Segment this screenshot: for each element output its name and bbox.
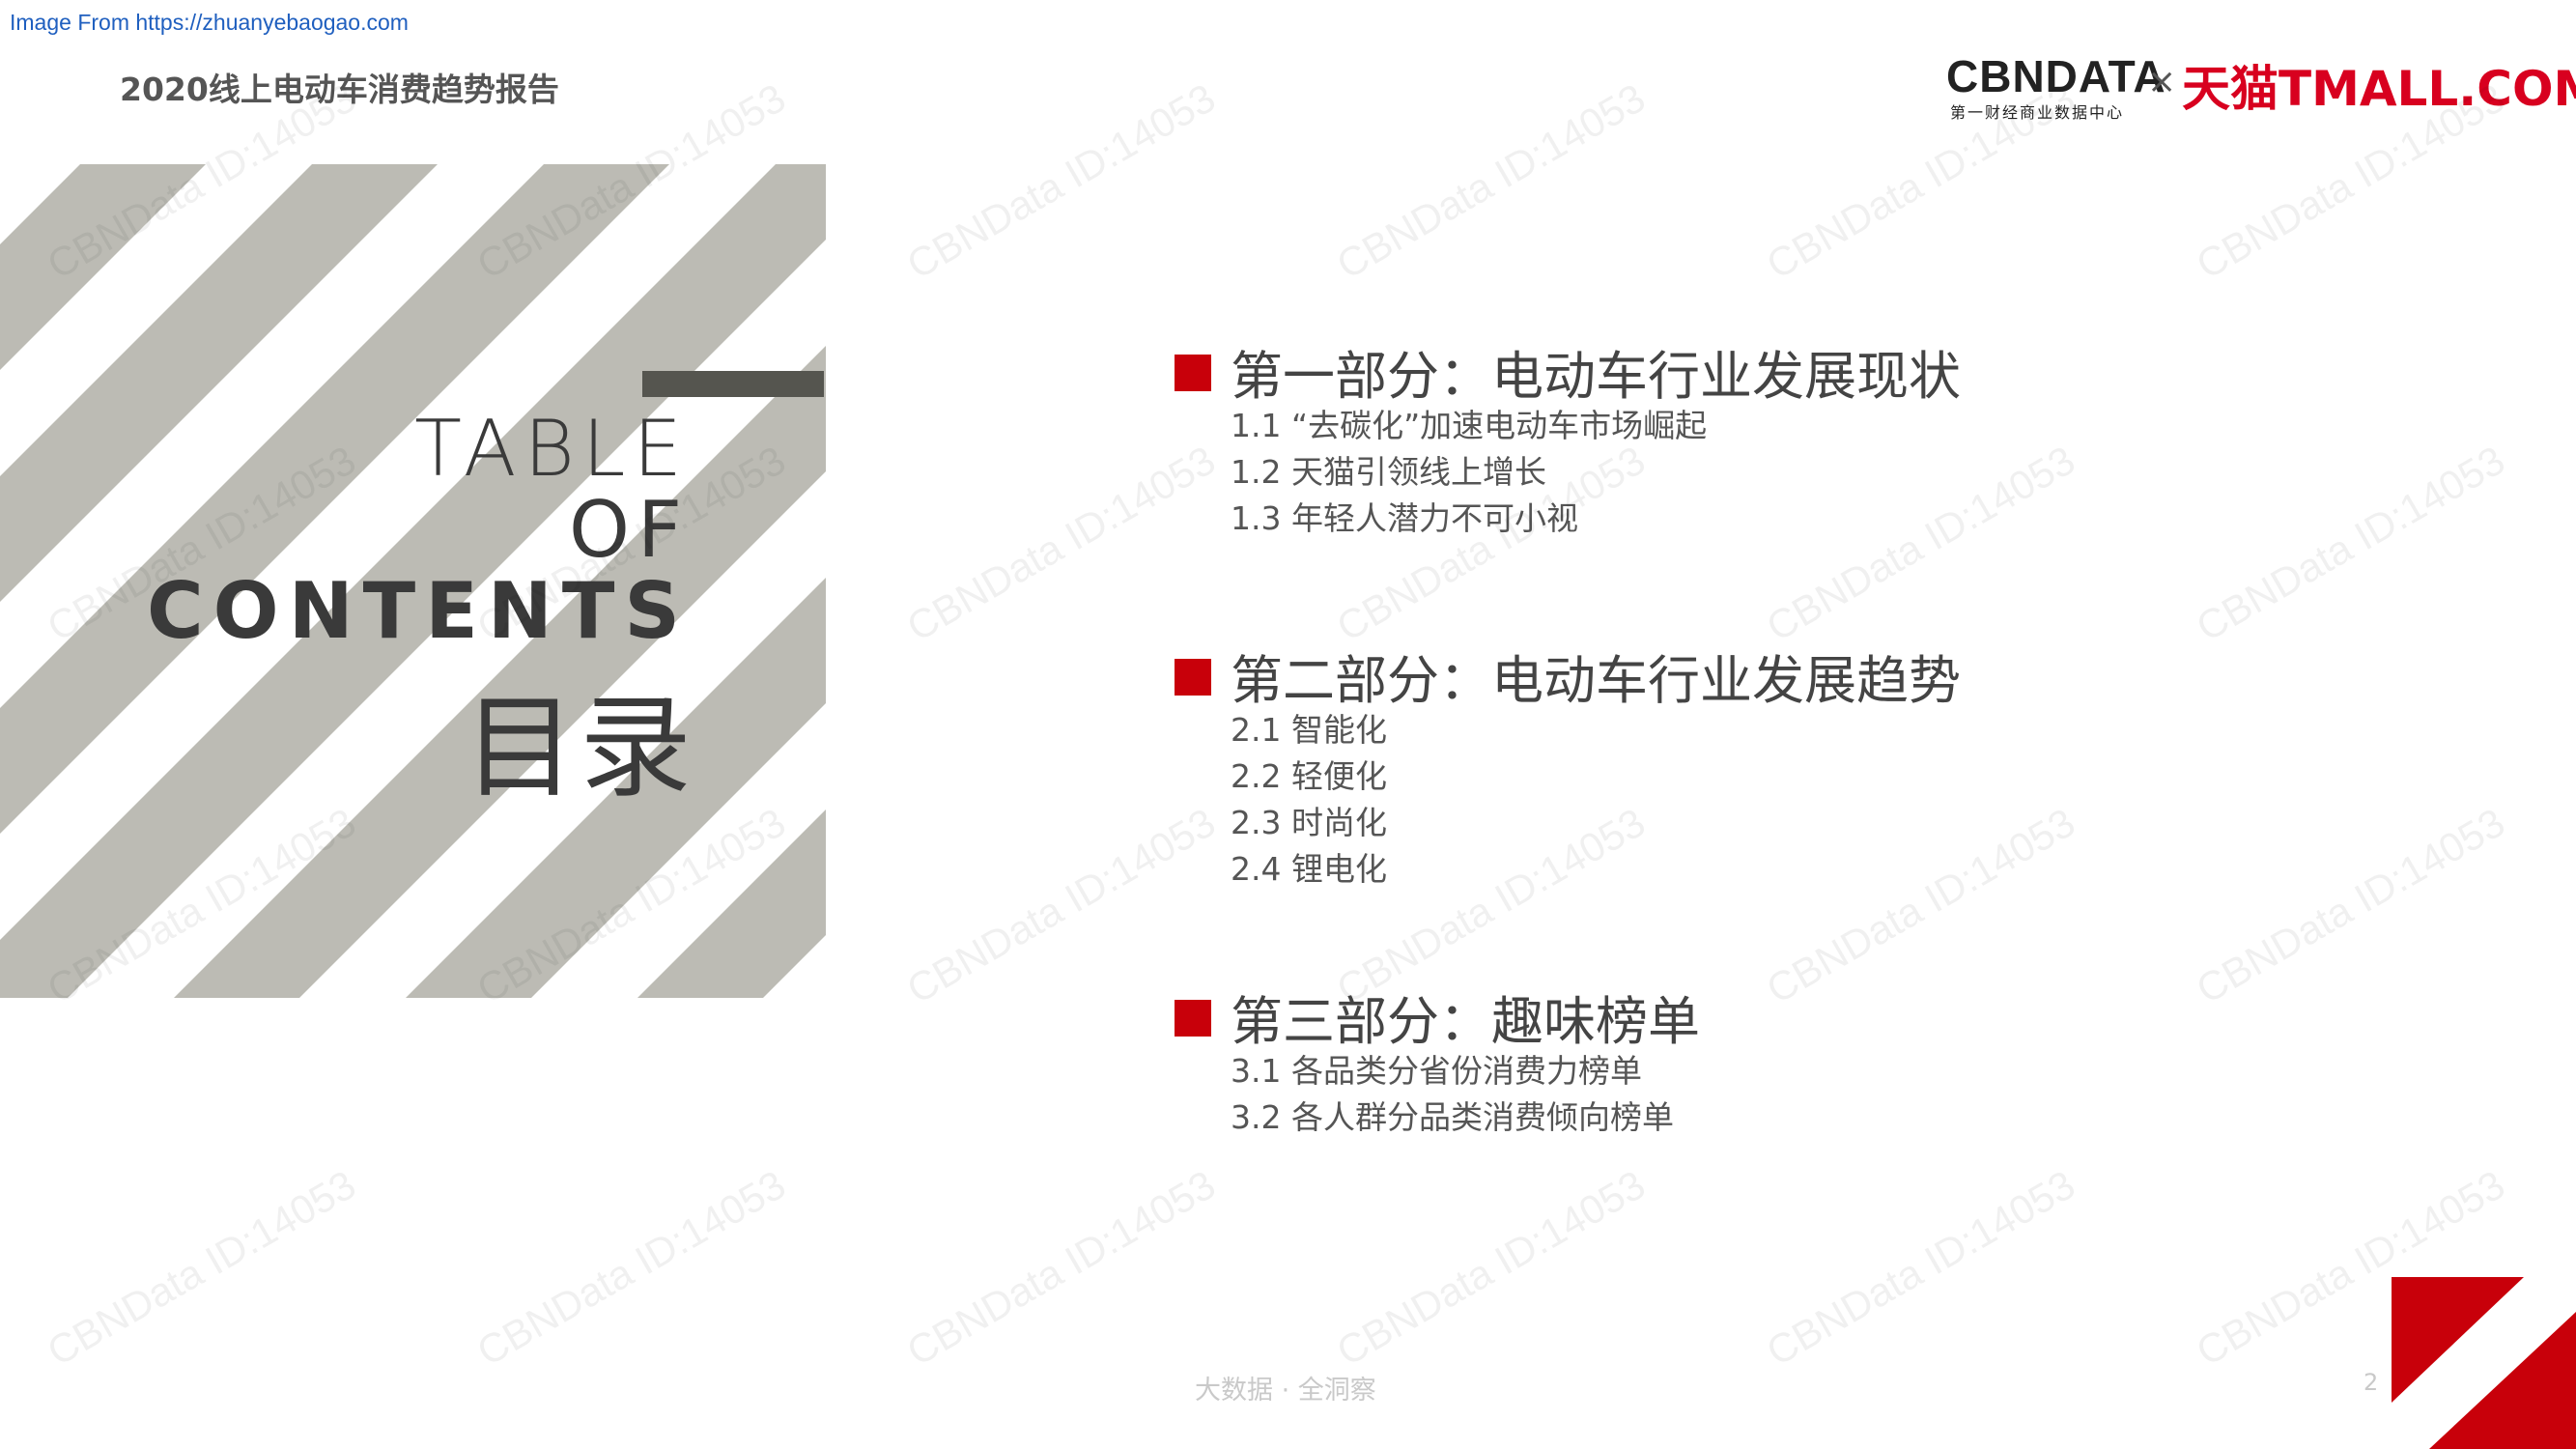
square-bullet-icon — [1175, 355, 1211, 391]
list-item: 2.4 锂电化 — [1231, 850, 1387, 888]
list-item: 1.1 “去碳化”加速电动车市场崛起 — [1231, 407, 1708, 444]
tmall-logo: 天猫TMALL.COM — [2182, 61, 2576, 117]
toc-accent-bar — [642, 371, 824, 397]
footer-slogan: 大数据 · 全洞察 — [1195, 1376, 1376, 1406]
section-part-2: 第二部分：电动车行业发展趋势 2.1 智能化 2.2 轻便化 2.3 时尚化 2… — [1172, 638, 1961, 893]
list-item: 2.3 时尚化 — [1231, 804, 1387, 841]
header-logos: CBNDATA 第一财经商业数据中心 × 天猫TMALL.COM — [1946, 50, 2576, 128]
list-item: 2.2 轻便化 — [1231, 757, 1387, 795]
watermark-text: CBNData ID:14053 — [1759, 437, 2082, 649]
cbndata-logo: CBNDATA — [1946, 51, 2166, 101]
corner-stripe-graphic — [2392, 1277, 2576, 1449]
source-note: Image From https://zhuanyebaogao.com — [10, 10, 409, 35]
list-item: 2.1 智能化 — [1231, 711, 1387, 749]
toc-title-chinese: 目录 — [464, 683, 695, 813]
section-part-1: 第一部分：电动车行业发展现状 1.1 “去碳化”加速电动车市场崛起 1.2 天猫… — [1172, 333, 1961, 542]
watermark-text: CBNData ID:14053 — [1759, 1161, 2082, 1374]
section-part-3: 第三部分：趣味榜单 3.1 各品类分省份消费力榜单 3.2 各人群分品类消费倾向… — [1172, 979, 1700, 1141]
list-item: 1.2 天猫引领线上增长 — [1231, 453, 1546, 491]
watermark-text: CBNData ID:14053 — [469, 1161, 793, 1374]
section-title: 第一部分：电动车行业发展现状 — [1231, 346, 1961, 407]
list-item: 1.3 年轻人潜力不可小视 — [1231, 499, 1578, 537]
watermark-text: CBNData ID:14053 — [40, 1161, 363, 1374]
page-number: 2 — [2364, 1369, 2379, 1396]
square-bullet-icon — [1175, 659, 1211, 696]
watermark-text: CBNData ID:14053 — [1329, 1161, 1653, 1374]
watermark-text: CBNData ID:14053 — [1759, 799, 2082, 1011]
toc-title-contents: CONTENTS — [146, 566, 690, 656]
report-title: 2020线上电动车消费趋势报告 — [120, 71, 559, 108]
watermark-text: CBNData ID:14053 — [2189, 799, 2512, 1011]
square-bullet-icon — [1175, 1000, 1211, 1037]
toc-title-table: TABLE — [414, 404, 690, 494]
watermark-text: CBNData ID:14053 — [899, 74, 1223, 287]
section-title: 第三部分：趣味榜单 — [1231, 991, 1700, 1052]
list-item: 3.1 各品类分省份消费力榜单 — [1231, 1052, 1642, 1090]
watermark-text: CBNData ID:14053 — [1329, 74, 1653, 287]
toc-title-of: OF — [569, 485, 690, 575]
list-item: 3.2 各人群分品类消费倾向榜单 — [1231, 1098, 1674, 1136]
watermark-text: CBNData ID:14053 — [2189, 437, 2512, 649]
diagonal-stripes-graphic — [0, 164, 826, 998]
watermark-text: CBNData ID:14053 — [899, 1161, 1223, 1374]
times-icon: × — [2147, 62, 2177, 101]
section-title: 第二部分：电动车行业发展趋势 — [1231, 650, 1961, 711]
cbndata-logo-subtitle: 第一财经商业数据中心 — [1950, 103, 2125, 122]
